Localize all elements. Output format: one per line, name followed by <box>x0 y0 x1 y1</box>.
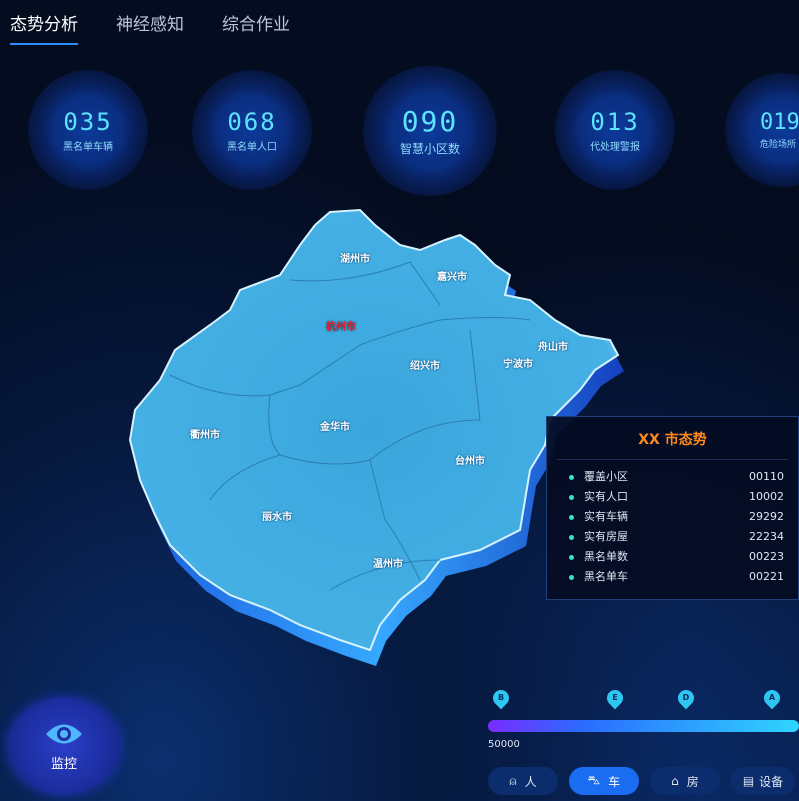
row-label: 黑名单数 <box>584 550 628 563</box>
city-label-zhoushan[interactable]: 舟山市 <box>538 342 568 353</box>
row-label: 实有房屋 <box>584 530 628 543</box>
city-label-quzhou[interactable]: 衢州市 <box>190 430 220 441</box>
stat-value: 013 <box>590 107 640 136</box>
car-icon: ⛍ <box>587 773 601 787</box>
bullet-icon <box>569 575 574 580</box>
row-label: 实有车辆 <box>584 510 628 523</box>
filter-person-button[interactable]: ⍝ 人 <box>488 767 558 795</box>
city-label-jinhua[interactable]: 金华市 <box>320 422 350 433</box>
filter-house-button[interactable]: ⌂ 房 <box>650 767 720 795</box>
stat-value: 035 <box>63 107 113 136</box>
bullet-icon <box>569 495 574 500</box>
bullet-icon <box>569 475 574 480</box>
monitor-label: 监控 <box>50 756 77 772</box>
row-label: 黑名单车 <box>584 570 628 583</box>
row-value: 00221 <box>749 569 784 583</box>
filter-buttons: ⍝ 人 ⛍ 车 ⌂ 房 ▤ 设备 <box>488 767 795 795</box>
panel-row: 实有人口 10002 <box>547 486 798 506</box>
row-value: 10002 <box>749 489 784 503</box>
row-value: 29292 <box>749 509 784 523</box>
timeline-value-label: 50000 <box>488 739 520 750</box>
device-icon: ▤ <box>742 774 755 788</box>
bullet-icon <box>569 555 574 560</box>
map-surface[interactable] <box>128 208 620 652</box>
panel-title: XX 市态势 <box>557 429 788 460</box>
tab-situation[interactable]: 态势分析 <box>10 10 78 45</box>
stat-smart-communities: 090 智慧小区数 <box>362 66 498 196</box>
row-value: 00223 <box>749 549 784 563</box>
timeline-marker-b[interactable]: B <box>489 686 513 710</box>
stat-blacklist-vehicles: 035 黑名单车辆 <box>28 70 148 190</box>
timeline-bar[interactable] <box>488 720 799 732</box>
city-label-wenzhou[interactable]: 温州市 <box>373 559 403 570</box>
top-tabs: 态势分析 神经感知 综合作业 <box>10 10 290 45</box>
row-value: 00110 <box>749 469 784 483</box>
eye-icon <box>46 724 82 743</box>
city-label-ningbo[interactable]: 宁波市 <box>503 359 533 370</box>
stat-blacklist-population: 068 黑名单人口 <box>192 70 312 190</box>
stat-label: 智慧小区数 <box>399 142 460 156</box>
tab-perception[interactable]: 神经感知 <box>116 15 184 35</box>
monitor-button[interactable]: 监控 <box>8 698 120 794</box>
stat-label: 黑名单车辆 <box>63 141 113 153</box>
city-label-hangzhou[interactable]: 杭州市 <box>326 322 356 333</box>
row-label: 覆盖小区 <box>584 470 628 483</box>
row-value: 22234 <box>749 529 784 543</box>
city-label-jiaxing[interactable]: 嘉兴市 <box>437 272 467 283</box>
panel-row: 覆盖小区 00110 <box>547 466 798 486</box>
panel-row: 黑名单车 00221 <box>547 566 798 586</box>
city-label-taizhou[interactable]: 台州市 <box>455 456 485 467</box>
filter-car-button[interactable]: ⛍ 车 <box>569 767 639 795</box>
row-label: 实有人口 <box>584 490 628 503</box>
stat-label: 危险场所 <box>760 140 797 150</box>
timeline-marker-a[interactable]: A <box>760 686 784 710</box>
panel-row: 实有车辆 29292 <box>547 506 798 526</box>
bullet-icon <box>569 515 574 520</box>
panel-row: 实有房屋 22234 <box>547 526 798 546</box>
house-icon: ⌂ <box>671 774 679 788</box>
stat-label: 代处理警报 <box>590 141 640 153</box>
stat-value: 019 <box>760 110 799 135</box>
stat-label: 黑名单人口 <box>227 141 277 153</box>
stat-dangerous-places: 019 危险场所 <box>722 70 799 190</box>
city-situation-panel: XX 市态势 覆盖小区 00110 实有人口 10002 实有车辆 29292 实有房… <box>546 416 799 600</box>
city-label-huzhou[interactable]: 湖州市 <box>340 254 370 265</box>
city-label-shaoxing[interactable]: 绍兴市 <box>410 361 440 372</box>
city-label-lishui[interactable]: 丽水市 <box>262 512 292 523</box>
bullet-icon <box>569 535 574 540</box>
timeline-marker-d[interactable]: D <box>674 686 698 710</box>
stat-pending-alerts: 013 代处理警报 <box>555 70 675 190</box>
tab-operations[interactable]: 综合作业 <box>222 15 290 35</box>
timeline-marker-e[interactable]: E <box>603 686 627 710</box>
filter-device-button[interactable]: ▤ 设备 <box>731 767 795 795</box>
stat-value: 090 <box>401 105 459 138</box>
city-borders <box>169 261 531 591</box>
stat-value: 068 <box>227 107 277 136</box>
panel-row: 黑名单数 00223 <box>547 546 798 566</box>
person-icon: ⍝ <box>509 773 517 788</box>
